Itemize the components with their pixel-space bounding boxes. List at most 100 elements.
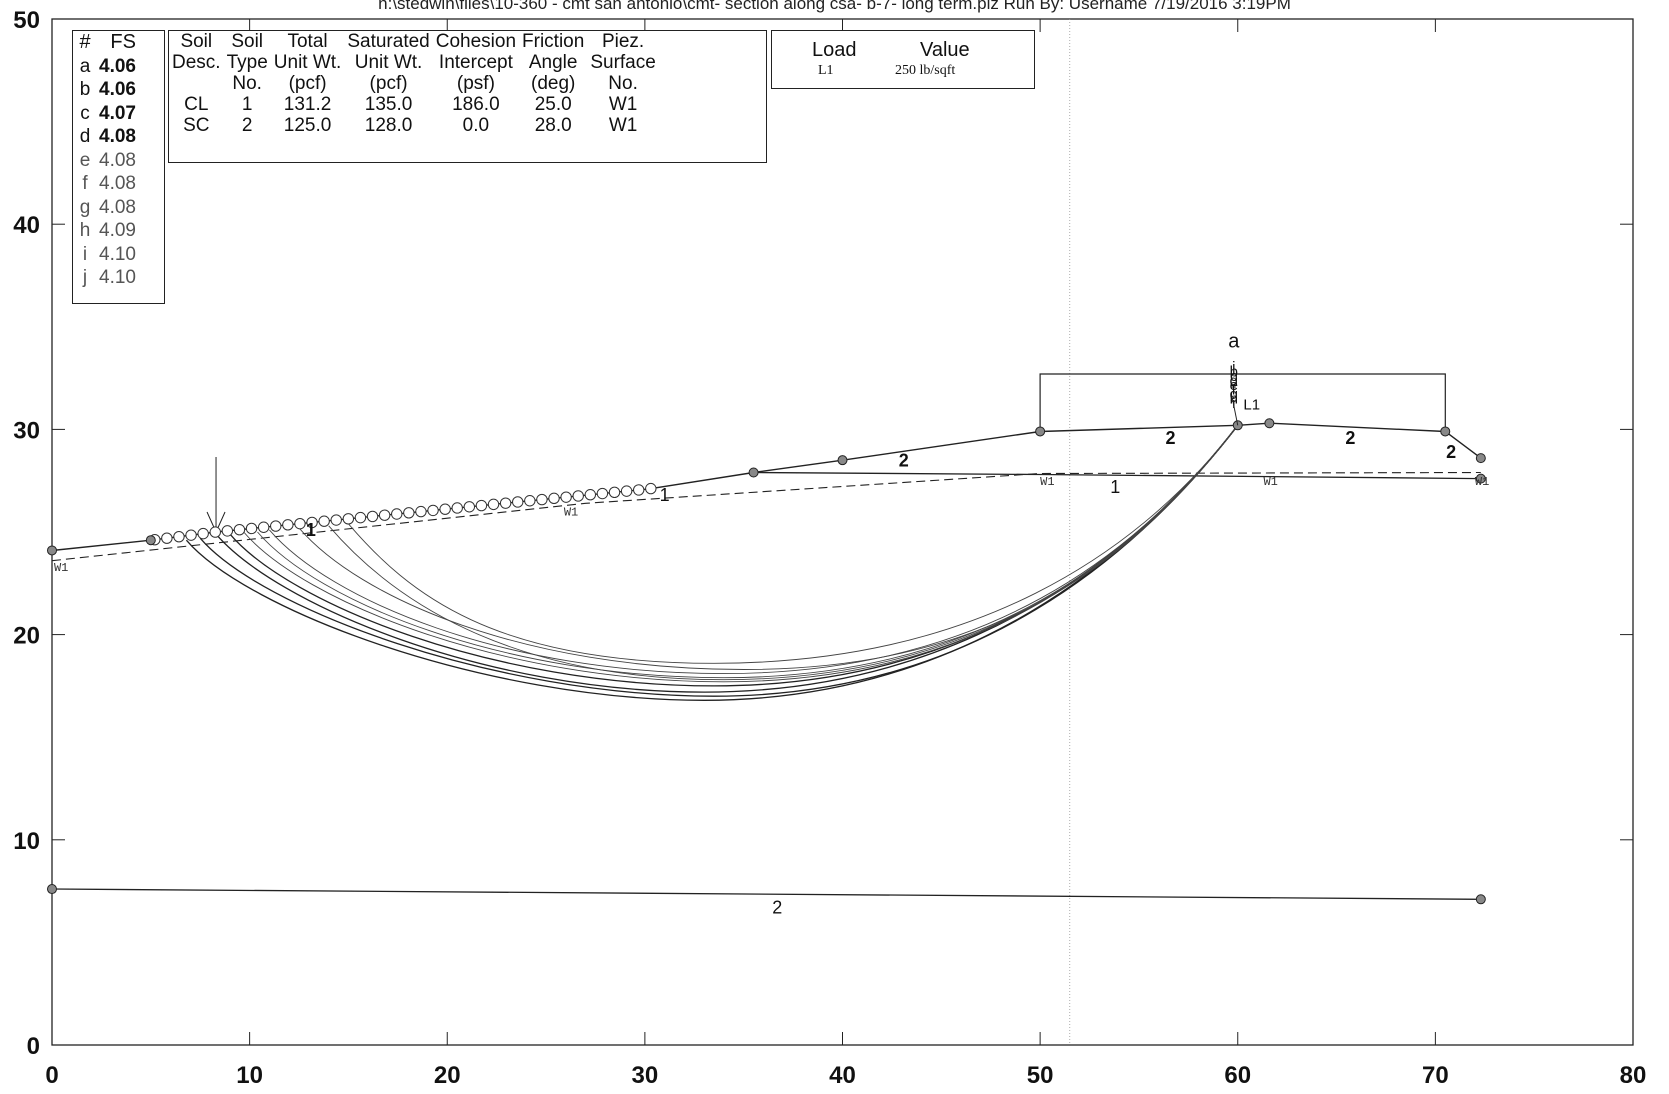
search-point [257, 521, 270, 533]
soil-cell: W1 [608, 115, 638, 136]
fs-row: g 4.08 [73, 196, 138, 220]
search-point [342, 513, 355, 525]
fs-row-id: e [79, 149, 91, 171]
value-header: Value [920, 39, 970, 61]
search-point [403, 507, 415, 519]
search-point [536, 493, 548, 506]
soil-header-line: (deg) [531, 73, 576, 94]
search-point [330, 514, 342, 526]
slip-surface-j [348, 425, 1239, 664]
search-point [572, 490, 584, 502]
material-label: 2 [1446, 442, 1456, 462]
soil-header-line: Angle [528, 52, 578, 73]
slip-surface-c [215, 424, 1239, 693]
y-tick-label: 0 [27, 1033, 40, 1060]
slip-letter-c: c [1230, 368, 1238, 385]
boundary-point [837, 455, 848, 466]
slip-surface-g [269, 425, 1239, 675]
piezometric-label: W1 [1040, 475, 1054, 489]
soil-header-cell: Friction Angle (deg) [519, 31, 587, 94]
search-point [415, 505, 427, 518]
load-id: L1 [818, 63, 834, 78]
fs-row-id: i [82, 243, 88, 265]
slip-surface-f [257, 425, 1239, 679]
fs-row-value: 4.07 [99, 102, 136, 124]
boundary-point [1035, 426, 1046, 437]
soil-header-line: No. [232, 73, 262, 94]
slip-surface-b [199, 424, 1239, 697]
search-point [427, 504, 439, 517]
fs-row-value: 4.10 [99, 243, 136, 265]
search-point [633, 484, 645, 496]
x-tick-label: 80 [1620, 1062, 1647, 1089]
slip-surface-h [298, 425, 1239, 670]
search-point [584, 489, 597, 501]
fs-row-id: f [82, 173, 88, 194]
search-point [608, 486, 621, 499]
slope-geometry [51, 373, 1482, 900]
material-label: 1 [660, 485, 670, 505]
search-point [560, 491, 572, 503]
file-header: n:\stedwin\files\10-360 - cmt san antoni… [378, 0, 1291, 13]
soil-cell: 25.0 [534, 94, 572, 115]
soil-cell: 28.0 [534, 115, 572, 136]
soil-header-cell: Soil Type No. [224, 31, 271, 94]
fs-row: e 4.08 [73, 149, 138, 173]
search-point [499, 497, 512, 509]
soil-header-cell: Saturated Unit Wt. (pcf) [344, 31, 432, 94]
slip-surface-d [229, 424, 1239, 687]
soil-header-line: (pcf) [369, 73, 408, 94]
soil-cell: 128.0 [364, 115, 413, 136]
soil-header-cell: Piez. Surface No. [587, 31, 658, 94]
fs-row-value: 4.06 [99, 79, 136, 100]
fs-row: a 4.06 [73, 55, 138, 79]
y-tick-label: 20 [13, 623, 40, 650]
fs-row: c 4.07 [73, 102, 138, 126]
material-label: 2 [1166, 428, 1176, 448]
fs-row: f 4.08 [73, 172, 138, 196]
search-point [645, 482, 657, 495]
x-tick-label: 10 [236, 1062, 263, 1089]
fs-row-id: j [82, 267, 88, 288]
layer-boundary-line [753, 471, 1481, 480]
soil-header-line: Desc. [172, 52, 221, 73]
soil-header-line: Type [226, 52, 268, 73]
fs-row-id: a [79, 55, 91, 77]
plot-axes: 0 10 20 30 40 50 60 70 80 0 10 20 30 40 50 [13, 7, 1646, 1089]
search-point [318, 515, 330, 527]
soil-header-line: Intercept [438, 52, 513, 73]
piezometric-label: W1 [1475, 475, 1489, 489]
piezometric-label: W1 [1263, 475, 1277, 489]
search-point [161, 532, 173, 544]
search-point [378, 509, 391, 521]
distributed-load [1039, 373, 1446, 432]
search-point [209, 526, 221, 538]
material-label: 1 [1110, 477, 1120, 497]
y-tick-label: 40 [13, 212, 40, 239]
soil-header-line: (psf) [456, 73, 495, 94]
fs-row-value: 4.09 [99, 220, 136, 241]
soil-cell: 186.0 [452, 94, 500, 115]
fs-row: d 4.08 [73, 125, 138, 149]
fs-row-id: g [79, 196, 91, 218]
boundary-points [47, 418, 1486, 905]
fs-header-number: # [79, 31, 91, 53]
soil-header-cell: Total Unit Wt. (pcf) [271, 31, 345, 94]
boundary-point [47, 545, 57, 556]
x-tick-label: 60 [1224, 1062, 1251, 1089]
fs-row-id: c [80, 102, 90, 124]
load-table: Load Value L1 250 lb/sqft [771, 30, 1035, 89]
soil-cell: W1 [608, 94, 638, 115]
soil-header-line: (pcf) [288, 73, 327, 94]
fs-row-value: 4.10 [99, 267, 136, 288]
material-label: 2 [1345, 428, 1355, 448]
fs-row-value: 4.08 [99, 196, 136, 218]
soil-header-line: Cohesion [435, 31, 517, 52]
soil-row: CL 1 131.2 135.0 186.0 25.0 W1 [169, 94, 659, 115]
search-point [620, 485, 633, 497]
soil-cell: CL [184, 94, 209, 115]
boundary-point [1264, 418, 1275, 429]
slip-letter-j: j [1231, 359, 1235, 376]
load-header: Load [812, 39, 857, 61]
boundary-point [145, 535, 156, 546]
